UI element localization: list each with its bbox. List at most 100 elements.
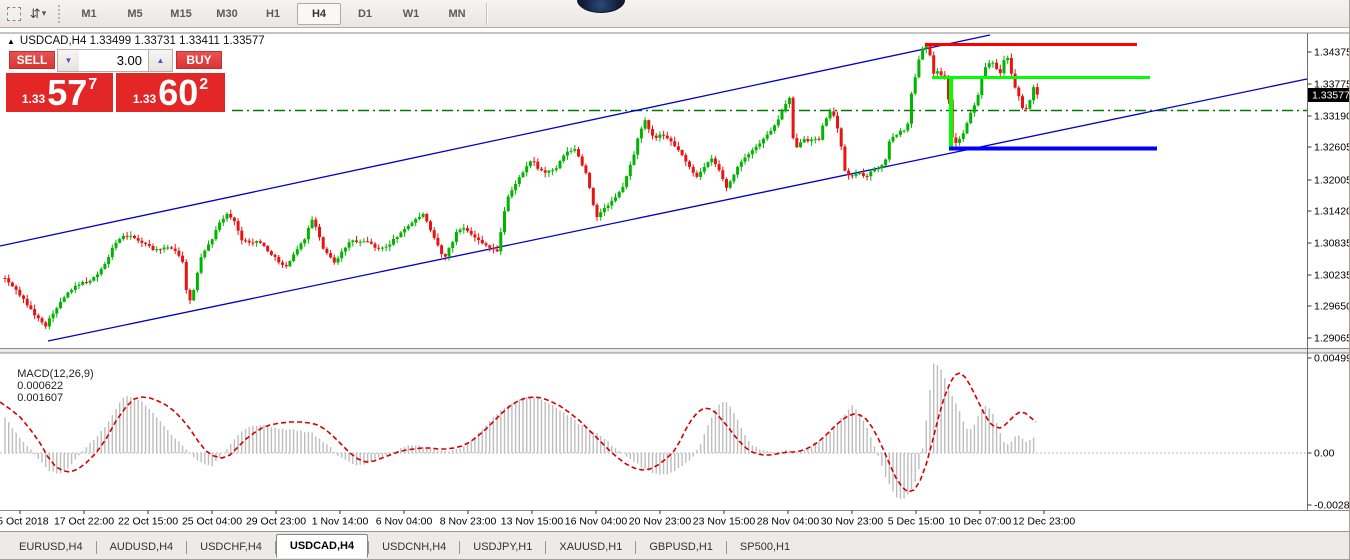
timeframe-button-m15[interactable]: M15 — [170, 7, 192, 20]
time-tick-label: 8 Nov 23:00 — [440, 516, 497, 528]
volume-input[interactable] — [79, 49, 148, 72]
time-tick-label: 15 Oct 2018 — [0, 516, 49, 528]
price-tick-label: 1.29650 — [1314, 301, 1350, 313]
macd-label: MACD(12,26,9) 0.000622 0.001607 — [5, 356, 97, 416]
time-tick-label: 25 Oct 04:00 — [182, 516, 242, 528]
price-tick-label: 1.29065 — [1314, 333, 1350, 345]
timeframe-buttons: M1 M5 M15 M30 H1 H4 D1 W1 MN — [66, 2, 480, 25]
pane-separator[interactable] — [0, 348, 1350, 353]
upper-channel-line[interactable] — [0, 34, 991, 247]
price-tick-label: 1.30835 — [1314, 238, 1350, 250]
buy-price-big: 60 — [158, 72, 199, 113]
buy-price-button[interactable]: 1.33 60 2 — [116, 73, 225, 112]
tab-separator — [725, 540, 727, 554]
macd-tick-label: 0.00 — [1314, 448, 1335, 460]
timeframe-button-m5[interactable]: M5 — [127, 7, 143, 20]
time-axis: 15 Oct 2018 17 Oct 22:00 22 Oct 15:00 25 Oc… — [0, 510, 1076, 528]
buy-price-pip: 2 — [199, 76, 209, 93]
one-click-trade-panel: SELL ▼ ▲ BUY 1.33 57 7 1.33 60 2 — [6, 49, 225, 112]
arrows-icon: ⇵ — [29, 5, 41, 21]
chart-canvas[interactable]: 1.34375 1.33775 1.33190 1.32605 1.32005 1.314… — [0, 28, 1350, 530]
tab-separator — [545, 540, 547, 554]
volume-decrease-button[interactable]: ▼ — [57, 49, 80, 72]
current-price-box — [1308, 88, 1349, 102]
timeframe-button-d1[interactable]: D1 — [357, 7, 373, 20]
tab-separator — [459, 540, 461, 554]
arrange-arrows-icon[interactable]: ⇵ ▾ — [28, 4, 48, 24]
timeframe-button-mn[interactable]: MN — [448, 7, 466, 20]
macd-signal-value: 0.001607 — [17, 392, 64, 404]
time-tick-label: 5 Dec 15:00 — [888, 516, 945, 528]
price-tick-label: 1.30235 — [1314, 270, 1350, 282]
chart-tab-usdchfh4[interactable]: USDCHF,H4 — [200, 541, 262, 553]
chart-tab-eurusdh4[interactable]: EURUSD,H4 — [19, 541, 83, 553]
price-tick-label: 1.34375 — [1314, 47, 1350, 59]
tab-separator — [95, 540, 97, 554]
time-tick-label: 17 Oct 22:00 — [54, 516, 114, 528]
candles-layer — [3, 42, 1039, 330]
sell-price-big: 57 — [47, 72, 88, 113]
volume-increase-button[interactable]: ▲ — [148, 49, 173, 72]
chart-tab-gbpusdh1[interactable]: GBPUSD,H1 — [649, 541, 713, 553]
chart-tab-sp500h1[interactable]: SP500,H1 — [739, 541, 791, 553]
lower-channel-line[interactable] — [47, 78, 1308, 342]
chart-tab-usdcadh4[interactable]: USDCAD,H4 — [275, 534, 369, 558]
symbol-label: USDCAD,H4 — [19, 35, 87, 47]
time-tick-label: 28 Nov 04:00 — [757, 516, 820, 528]
ohlc-open: 1.33499 — [89, 35, 132, 47]
collapse-triangle-icon[interactable]: ▲ — [7, 36, 15, 46]
price-tick-label: 1.31420 — [1314, 206, 1350, 218]
drawn-objects — [925, 43, 1157, 151]
time-tick-label: 10 Dec 07:00 — [949, 516, 1012, 528]
sell-button[interactable]: SELL — [9, 51, 55, 69]
current-price-label: 1.33577 — [1312, 90, 1350, 102]
pane-borders — [0, 32, 1350, 511]
timeframe-button-h1[interactable]: H1 — [265, 7, 281, 20]
time-tick-label: 16 Nov 04:00 — [565, 516, 628, 528]
time-tick-label: 20 Nov 23:00 — [629, 516, 692, 528]
chart-tab-audusdh4[interactable]: AUDUSD,H4 — [109, 541, 174, 553]
toolbar: ⇵ ▾ M1 M5 M15 M30 H1 H4 D1 W1 MN — [0, 0, 1349, 28]
time-tick-label: 29 Oct 23:00 — [246, 516, 306, 528]
time-tick-label: 30 Nov 23:00 — [821, 516, 884, 528]
tab-separator — [186, 540, 188, 554]
macd-pane[interactable] — [0, 363, 1308, 500]
macd-signal-line — [0, 372, 1037, 493]
timeframe-button-m1[interactable]: M1 — [81, 7, 97, 20]
macd-tick-label: 0.004999 — [1314, 353, 1350, 365]
time-tick-label: 23 Nov 15:00 — [693, 516, 756, 528]
chart-tab-xauusdh1[interactable]: XAUUSD,H1 — [559, 541, 623, 553]
toolbar-grip[interactable] — [58, 4, 60, 23]
channel-trendlines[interactable] — [0, 34, 1308, 342]
tab-separator — [635, 540, 637, 554]
timeframe-button-w1[interactable]: W1 — [402, 7, 420, 20]
macd-main-value: 0.000622 — [17, 380, 64, 392]
chart-tab-usdjpyh1[interactable]: USDJPY,H1 — [473, 541, 533, 553]
chart-tab-bar: EURUSD,H4 AUDUSD,H4 USDCHF,H4 USDCAD,H4 USDC… — [0, 531, 1349, 559]
chart-title: ▲ USDCAD,H4 1.33499 1.33731 1.33411 1.33… — [7, 35, 265, 47]
time-tick-label: 1 Nov 14:00 — [312, 516, 369, 528]
time-tick-label: 12 Dec 23:00 — [1013, 516, 1076, 528]
time-tick-label: 6 Nov 04:00 — [376, 516, 433, 528]
buy-button[interactable]: BUY — [176, 51, 222, 69]
selection-tool-icon[interactable] — [4, 4, 24, 24]
time-tick-label: 22 Oct 15:00 — [118, 516, 178, 528]
chevron-down-icon: ▾ — [41, 8, 47, 18]
timeframe-button-m30[interactable]: M30 — [216, 7, 238, 20]
chart-tab-usdcnhh4[interactable]: USDCNH,H4 — [382, 541, 447, 553]
macd-axis: 0.004999 0.00 -0.002868 — [1307, 353, 1350, 512]
price-tick-label: 1.33775 — [1314, 79, 1350, 91]
sell-price-pip: 7 — [88, 76, 98, 93]
tab-separator — [368, 540, 370, 554]
sell-price-button[interactable]: 1.33 57 7 — [6, 73, 113, 112]
ohlc-close: 1.33577 — [223, 35, 265, 47]
timeframe-button-h4[interactable]: H4 — [297, 2, 341, 25]
buy-price-prefix: 1.33 — [132, 92, 157, 106]
sell-price-prefix: 1.33 — [21, 92, 46, 106]
toolbar-separator — [486, 2, 488, 25]
ohlc-low: 1.33411 — [179, 35, 220, 47]
logo-circle — [577, 0, 625, 13]
price-tick-label: 1.33190 — [1314, 111, 1350, 123]
price-tick-label: 1.32005 — [1314, 175, 1350, 187]
